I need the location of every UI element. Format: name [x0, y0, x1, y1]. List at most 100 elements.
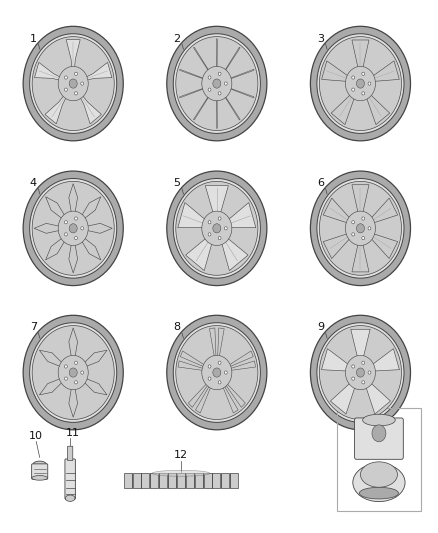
Ellipse shape: [311, 26, 410, 141]
Ellipse shape: [173, 179, 260, 278]
Ellipse shape: [352, 221, 354, 224]
FancyBboxPatch shape: [32, 464, 48, 479]
FancyBboxPatch shape: [355, 418, 403, 459]
Ellipse shape: [368, 227, 371, 230]
Polygon shape: [178, 361, 211, 372]
Ellipse shape: [58, 211, 88, 246]
Ellipse shape: [202, 211, 232, 246]
Text: 13: 13: [372, 381, 386, 391]
Polygon shape: [195, 378, 214, 413]
Ellipse shape: [353, 463, 405, 502]
Ellipse shape: [30, 179, 117, 278]
Polygon shape: [219, 378, 238, 413]
Polygon shape: [216, 91, 217, 128]
Polygon shape: [78, 350, 107, 369]
Polygon shape: [45, 88, 70, 124]
Bar: [230, 473, 238, 488]
Polygon shape: [34, 223, 67, 233]
Ellipse shape: [357, 224, 364, 233]
Ellipse shape: [224, 227, 227, 230]
Polygon shape: [219, 233, 248, 271]
Text: 5: 5: [173, 178, 180, 188]
Ellipse shape: [319, 326, 402, 419]
Ellipse shape: [173, 34, 260, 133]
Polygon shape: [46, 197, 69, 224]
Polygon shape: [69, 184, 78, 222]
Ellipse shape: [357, 368, 364, 377]
Ellipse shape: [357, 79, 364, 88]
Ellipse shape: [176, 181, 258, 275]
Ellipse shape: [32, 326, 114, 419]
Bar: [186, 473, 194, 488]
Polygon shape: [222, 351, 253, 370]
Polygon shape: [223, 85, 254, 98]
Ellipse shape: [218, 72, 221, 75]
Ellipse shape: [311, 171, 410, 286]
Ellipse shape: [368, 371, 371, 374]
Ellipse shape: [32, 37, 114, 131]
Ellipse shape: [69, 224, 77, 233]
Polygon shape: [352, 40, 369, 77]
Polygon shape: [352, 235, 369, 272]
Bar: [150, 473, 158, 488]
Text: 2: 2: [173, 34, 180, 44]
Ellipse shape: [74, 72, 78, 75]
Ellipse shape: [352, 365, 354, 368]
Text: 6: 6: [317, 178, 324, 188]
Polygon shape: [39, 376, 68, 395]
Polygon shape: [180, 69, 211, 82]
Ellipse shape: [224, 371, 227, 374]
Polygon shape: [39, 350, 68, 369]
Ellipse shape: [30, 322, 117, 422]
Ellipse shape: [224, 82, 227, 85]
Ellipse shape: [152, 470, 210, 477]
Ellipse shape: [352, 377, 354, 380]
Polygon shape: [216, 39, 217, 77]
Ellipse shape: [213, 368, 221, 377]
Ellipse shape: [213, 79, 221, 88]
Polygon shape: [79, 223, 112, 233]
Ellipse shape: [64, 221, 67, 224]
Ellipse shape: [176, 37, 258, 131]
Text: 8: 8: [173, 322, 180, 333]
Ellipse shape: [317, 179, 404, 278]
Ellipse shape: [362, 361, 364, 365]
Polygon shape: [321, 61, 355, 82]
Polygon shape: [223, 361, 255, 372]
Bar: [141, 473, 149, 488]
Ellipse shape: [317, 34, 404, 133]
Polygon shape: [194, 89, 213, 120]
Polygon shape: [46, 233, 69, 260]
Ellipse shape: [74, 381, 78, 384]
Ellipse shape: [208, 76, 211, 79]
Polygon shape: [223, 69, 254, 82]
Ellipse shape: [64, 365, 67, 368]
Polygon shape: [77, 233, 101, 260]
Polygon shape: [69, 328, 78, 366]
Ellipse shape: [317, 322, 404, 422]
FancyBboxPatch shape: [65, 459, 75, 499]
Ellipse shape: [362, 217, 364, 220]
Polygon shape: [76, 88, 102, 124]
Ellipse shape: [58, 356, 88, 390]
Polygon shape: [220, 47, 240, 78]
Ellipse shape: [218, 381, 221, 384]
Polygon shape: [352, 185, 369, 222]
Ellipse shape: [176, 326, 258, 419]
Polygon shape: [321, 349, 355, 372]
Ellipse shape: [74, 92, 78, 95]
Polygon shape: [188, 377, 213, 407]
Bar: [194, 473, 203, 488]
Polygon shape: [79, 62, 112, 82]
Ellipse shape: [218, 361, 221, 365]
Ellipse shape: [58, 67, 88, 101]
Ellipse shape: [208, 221, 211, 224]
Bar: [133, 473, 141, 488]
Ellipse shape: [360, 462, 397, 487]
Polygon shape: [323, 198, 356, 225]
Ellipse shape: [359, 487, 399, 499]
Ellipse shape: [65, 495, 75, 502]
Polygon shape: [363, 377, 391, 414]
Ellipse shape: [372, 425, 386, 442]
Ellipse shape: [167, 316, 267, 430]
